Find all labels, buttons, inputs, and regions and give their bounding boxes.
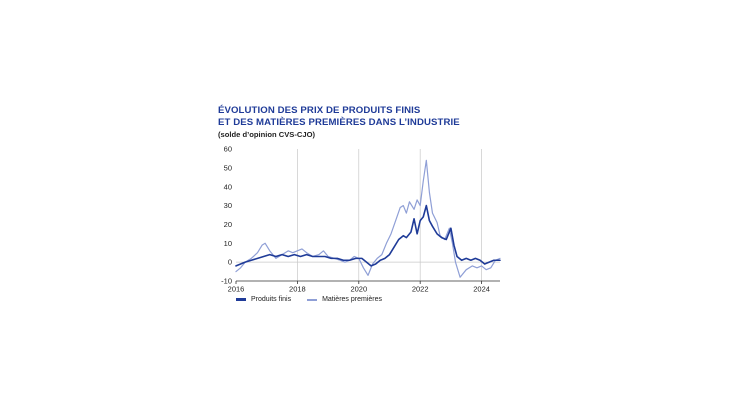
legend-item-matieres-premieres: Matières premières: [307, 296, 382, 303]
x-tick-label: 2016: [228, 285, 245, 294]
series-lines: [235, 159, 501, 278]
chart-subtitle: (solde d’opinion CVS-CJO): [218, 130, 316, 139]
x-tick-label: 2020: [350, 285, 367, 294]
y-tick-label: -10: [221, 277, 232, 286]
vertical-grid: [297, 149, 482, 281]
x-tick-label: 2018: [289, 285, 306, 294]
chart-title: ÉVOLUTION DES PRIX DE PRODUITS FINIS ET …: [218, 105, 460, 129]
y-tick-label: 50: [224, 163, 232, 172]
y-tick-label: 20: [224, 220, 232, 229]
series-line-produits-finis: [235, 204, 501, 267]
y-tick-label: 10: [224, 239, 232, 248]
x-tick-labels: 2016 2018 2020 2022 2024: [228, 285, 490, 294]
y-tick-label: 30: [224, 201, 232, 210]
axes: [235, 280, 500, 284]
chart-title-line2: ET DES MATIÈRES PREMIÈRES DANS L’INDUSTR…: [218, 117, 460, 128]
y-tick-label: 0: [228, 258, 232, 267]
legend-label-produits-finis: Produits finis: [251, 296, 292, 303]
y-tick-labels: -10 0 10 20 30 40 50 60: [221, 145, 232, 286]
x-tick-label: 2022: [412, 285, 429, 294]
legend-swatch-produits-finis: [236, 298, 246, 301]
legend-item-produits-finis: Produits finis: [236, 296, 291, 303]
legend: Produits finis Matières premières: [236, 296, 382, 303]
legend-label-matieres-premieres: Matières premières: [322, 296, 382, 303]
series-line-matieres-premieres: [235, 159, 501, 278]
y-tick-label: 40: [224, 182, 232, 191]
y-tick-label: 60: [224, 145, 232, 154]
legend-swatch-matieres-premieres: [307, 298, 318, 301]
x-tick-label: 2024: [473, 285, 490, 294]
chart-title-line1: ÉVOLUTION DES PRIX DE PRODUITS FINIS: [218, 105, 421, 116]
